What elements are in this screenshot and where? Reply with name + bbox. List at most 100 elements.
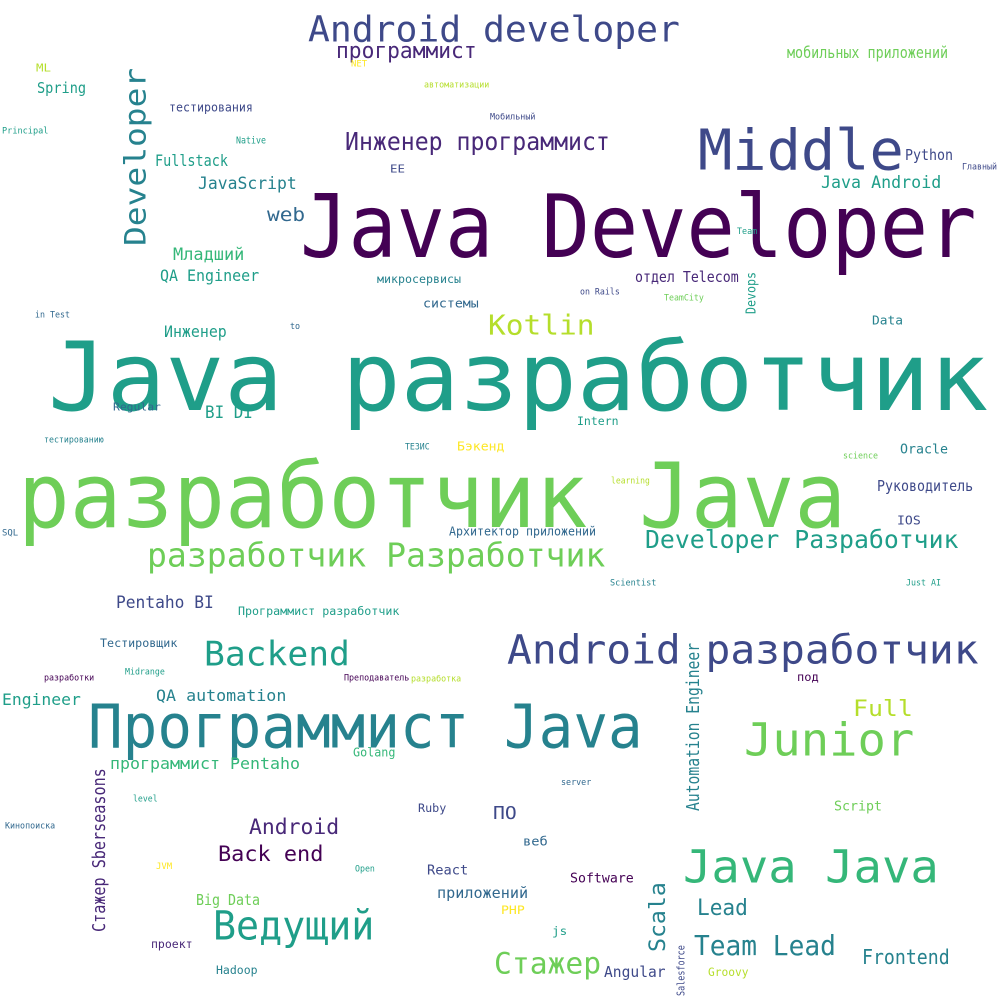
- word-react: React: [427, 862, 469, 878]
- word-frontend: Frontend: [862, 945, 950, 969]
- word-developer-razrabotchik: Developer Разработчик: [645, 526, 959, 555]
- word-team-lead: Team Lead: [694, 930, 836, 962]
- word-vedushchiy: Ведущий: [213, 902, 375, 949]
- word-engineer: Engineer: [2, 690, 81, 709]
- word-testirovshchik: Тестировщик: [100, 636, 178, 651]
- word-mobilnykh-prilozheniy: мобильных приложений: [787, 43, 949, 62]
- word-otdel-telecom: отдел Telecom: [635, 268, 739, 286]
- word-glavnyy: Главный: [962, 162, 998, 172]
- word-prilozheniy: приложений: [437, 884, 529, 902]
- word-rukovoditel: Руководитель: [877, 477, 974, 495]
- word-php: PHP: [501, 903, 525, 918]
- word-mladshiy: Младший: [173, 245, 245, 265]
- word-junior: Junior: [744, 714, 915, 767]
- word-on-rails: on Rails: [580, 287, 620, 297]
- word-angular: Angular: [604, 963, 666, 981]
- word-stazher: Стажер: [494, 947, 602, 981]
- word-kinopoiska: Кинопоиска: [5, 821, 56, 831]
- word-tezis: ТЕЗИС: [405, 442, 430, 452]
- word-arkhitektor-prilozheniy: Архитектор приложений: [449, 524, 597, 540]
- word-in-test: in Test: [35, 310, 71, 320]
- word-razrabotchik-java: разработчик Java: [18, 444, 847, 549]
- word-teamcity: TeamCity: [664, 293, 704, 303]
- word-mobilnyy: Мобильный: [490, 112, 536, 122]
- word-pod: под: [797, 670, 819, 685]
- word-python: Python: [905, 146, 954, 164]
- word-mikroservisy: микросервисы: [377, 272, 462, 287]
- word-js: js: [552, 924, 568, 939]
- word-java-java: Java Java: [683, 841, 939, 894]
- word-middle: Middle: [698, 117, 904, 183]
- word-programmist-razrabotchik: Программист разработчик: [238, 604, 400, 619]
- word-server: server: [561, 777, 592, 787]
- word-java-developer: Java Developer: [300, 175, 977, 278]
- word-programmist: программист: [336, 38, 477, 64]
- word-web: web: [267, 203, 306, 226]
- word-devops: Devops: [743, 271, 759, 314]
- word-hadoop: Hadoop: [216, 963, 258, 978]
- word-net: NET: [351, 59, 368, 69]
- word-bi-di: BI DI: [205, 403, 253, 423]
- word-golang: Golang: [353, 745, 396, 761]
- word-prepodavatel: Преподаватель: [344, 673, 410, 683]
- word-razrabotka: разработка: [411, 674, 462, 684]
- word-stazher-sberseasons: Стажер Sberseasons: [89, 768, 110, 932]
- word-avtomatizatsii: автоматизации: [424, 80, 490, 90]
- word-inzhener-programmist: Инженер программист: [345, 128, 610, 157]
- word-developer-vertical: Developer: [119, 67, 153, 246]
- word-script: Script: [834, 798, 883, 814]
- word-big-data: Big Data: [196, 891, 261, 909]
- word-scientist: Scientist: [610, 578, 657, 588]
- word-regular: Regular: [113, 400, 161, 414]
- word-automation-engineer: Automation Engineer: [683, 642, 704, 811]
- word-oracle: Oracle: [900, 441, 949, 457]
- word-programmist-java: Программист Java: [88, 691, 643, 762]
- word-lead: Lead: [697, 895, 748, 921]
- word-jvm: JVM: [156, 861, 173, 871]
- word-inzhener: Инженер: [164, 322, 227, 341]
- word-learning: learning: [611, 476, 650, 486]
- word-software: Software: [570, 870, 634, 886]
- word-razrabotki: разработки: [44, 673, 95, 683]
- word-team: Team: [737, 226, 758, 236]
- word-data: Data: [872, 313, 903, 329]
- word-open: Open: [355, 864, 375, 874]
- word-just-ai: Just AI: [906, 578, 942, 588]
- word-back-end: Back end: [218, 842, 324, 867]
- word-java-android: Java Android: [821, 173, 942, 193]
- word-programmist-pentaho: программист Pentaho: [110, 754, 300, 773]
- word-midrange: Midrange: [125, 667, 165, 677]
- word-backend: Backend: [204, 635, 350, 674]
- word-ruby: Ruby: [418, 801, 447, 816]
- word-veb: веб: [523, 834, 548, 850]
- word-java-razrabotchik: Java разработчик: [48, 321, 989, 433]
- word-native: Native: [236, 135, 266, 147]
- word-intern: Intern: [577, 414, 619, 429]
- word-groovy: Groovy: [708, 965, 749, 980]
- word-full: Full: [853, 696, 913, 722]
- word-fullstack: Fullstack: [155, 151, 228, 170]
- word-android-razrabotchik: Android разработчик: [507, 626, 979, 673]
- word-po: ПО: [493, 803, 517, 824]
- word-ios: IOS: [897, 513, 921, 529]
- word-javascript: JavaScript: [198, 174, 297, 194]
- word-scala: Scala: [645, 882, 671, 952]
- word-spring: Spring: [37, 79, 87, 97]
- word-proekt: проект: [151, 937, 193, 952]
- word-qa-automation: QA automation: [156, 686, 287, 705]
- word-salesforce: Salesforce: [674, 945, 688, 996]
- word-ml: ML: [36, 61, 51, 75]
- word-pentaho-bi: Pentaho BI: [116, 593, 214, 613]
- word-testirovaniya: тестирования: [169, 100, 253, 116]
- word-ee: EE: [390, 162, 405, 176]
- word-science: science: [843, 451, 879, 461]
- word-sql: SQL: [2, 528, 19, 538]
- word-android: Android: [249, 815, 340, 840]
- word-kotlin: Kotlin: [488, 309, 595, 341]
- word-bekend: Бэкенд: [457, 439, 505, 455]
- word-principal: Principal: [2, 126, 49, 136]
- word-qa-engineer: QA Engineer: [160, 266, 260, 285]
- word-android-developer: Android developer: [308, 8, 680, 50]
- word-razrabotchik-razrabotchik: разработчик Разработчик: [147, 537, 606, 575]
